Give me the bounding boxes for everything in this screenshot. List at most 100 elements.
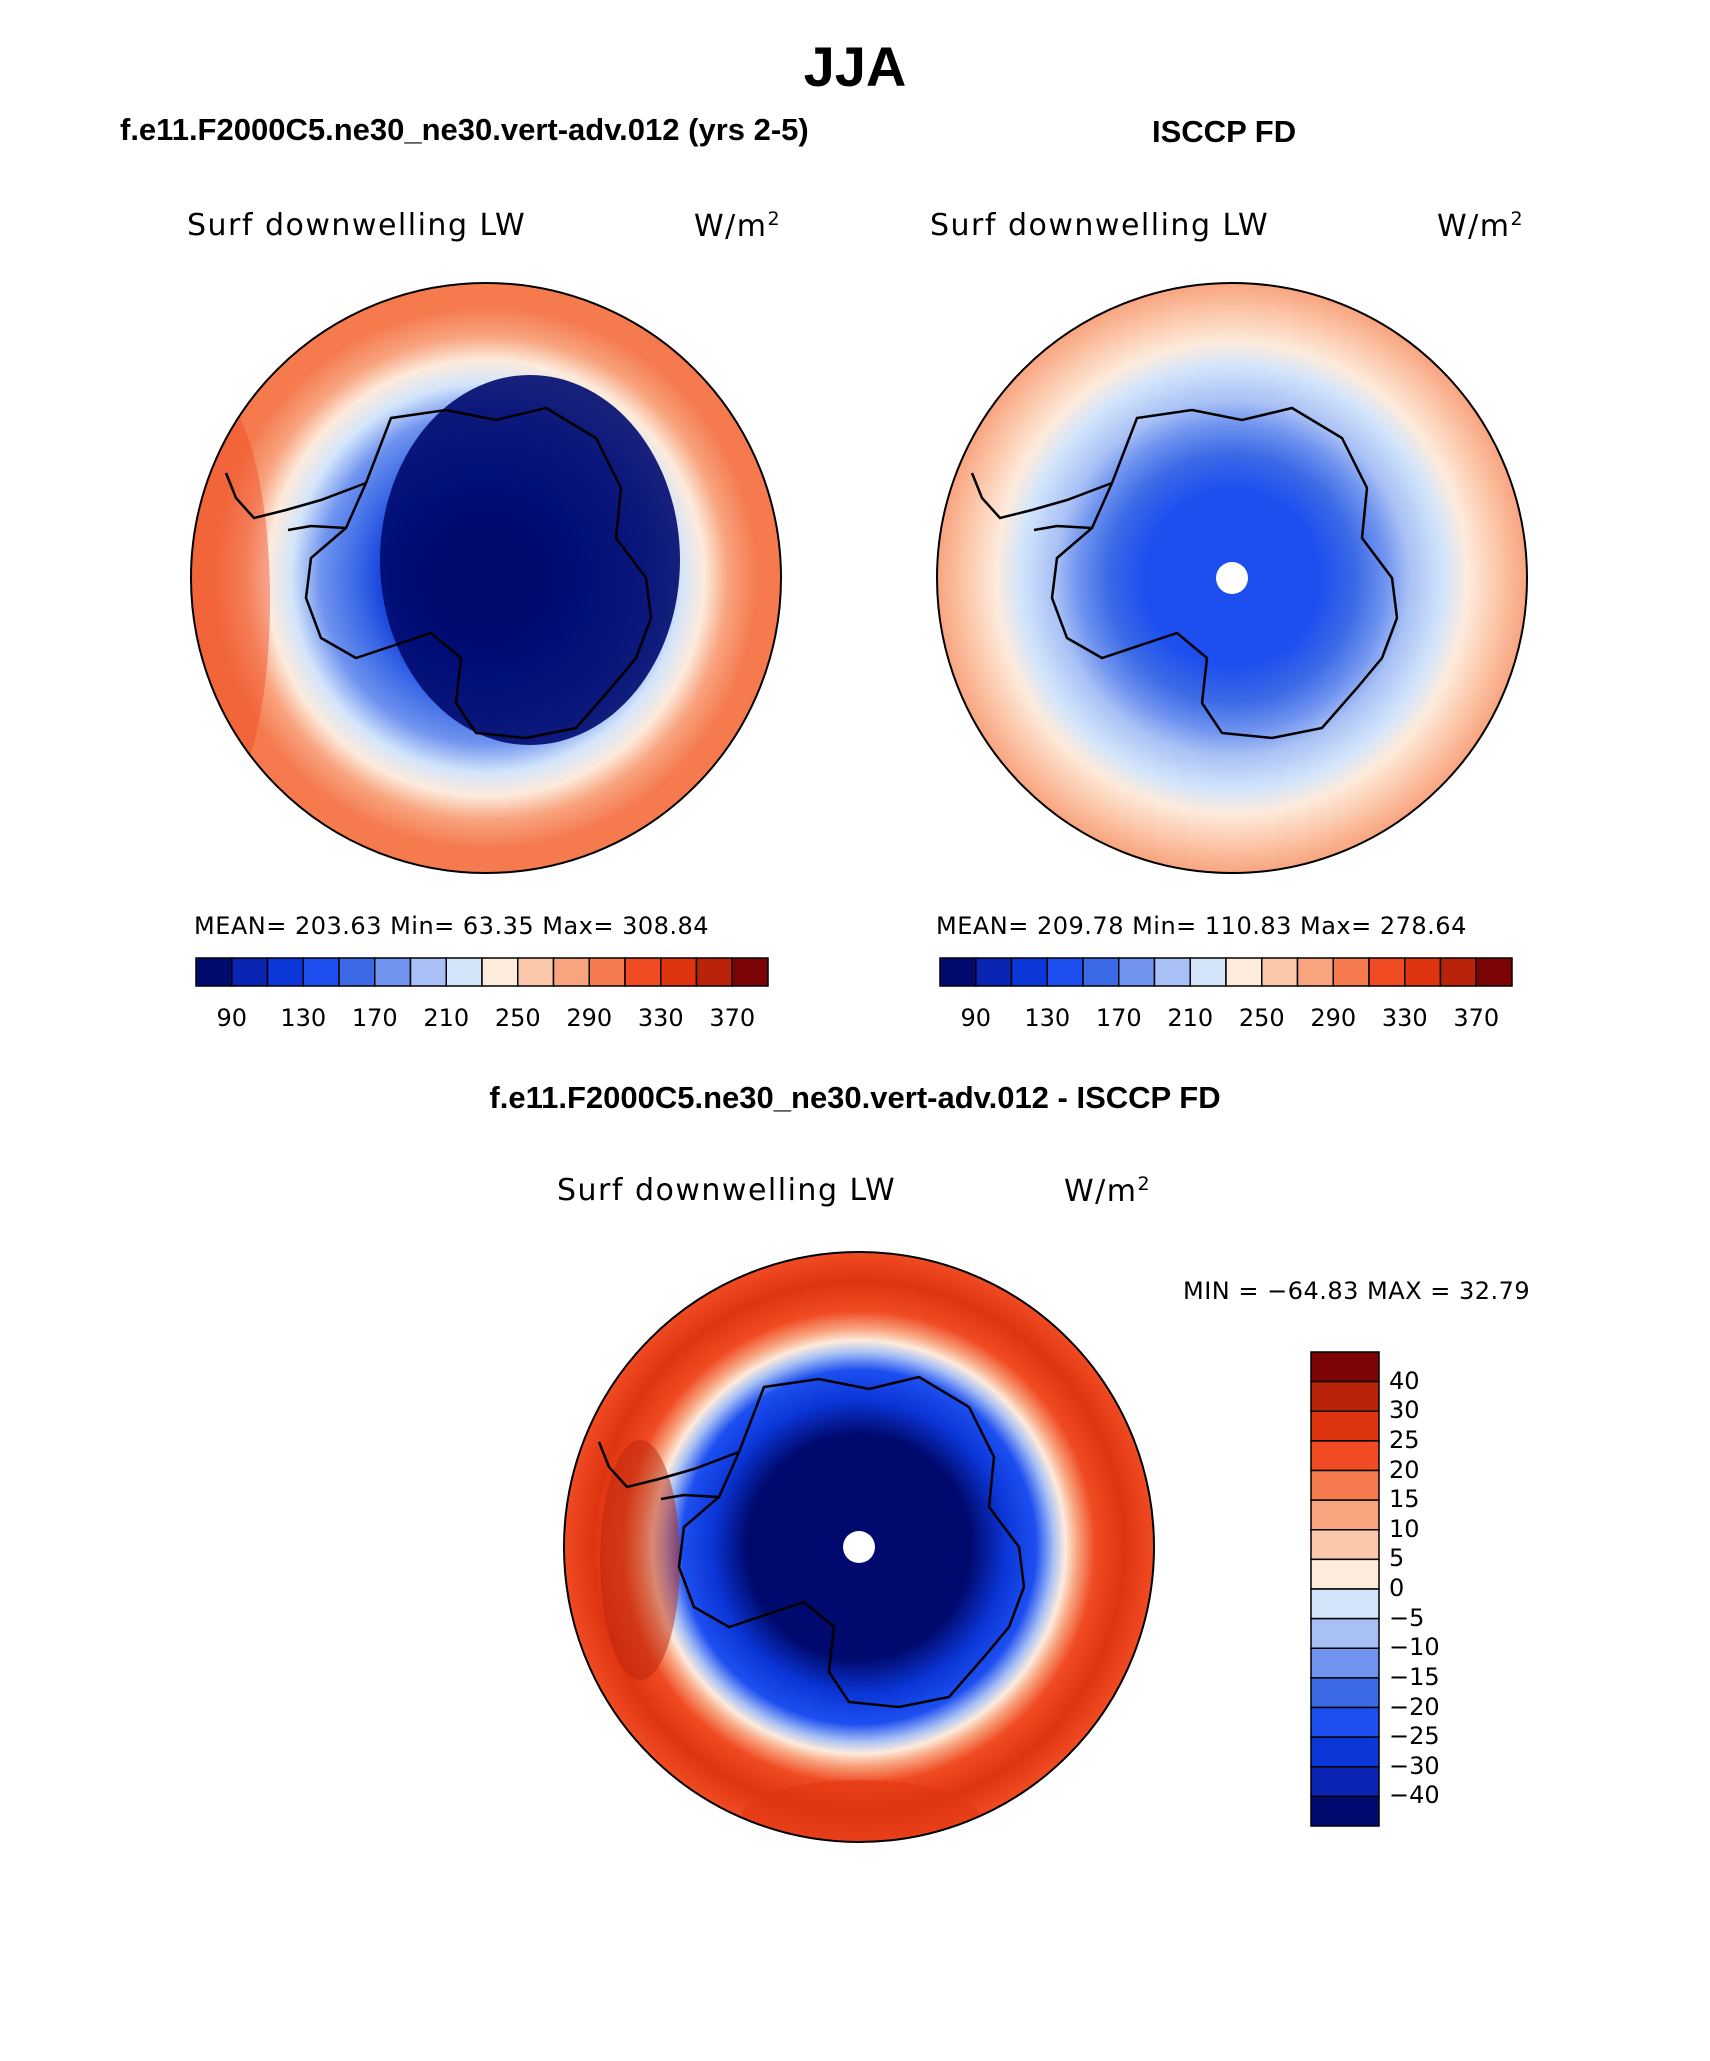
obs-colorbar-box	[1189, 957, 1227, 987]
diff-colorbar-tick-label: 5	[1389, 1544, 1405, 1573]
diff-colorbar-tick-label: 0	[1389, 1574, 1405, 1602]
diff-colorbar-tick-label: 10	[1389, 1514, 1420, 1543]
diff-colorbar-tick-label: 15	[1389, 1485, 1420, 1514]
obs-colorbar-box	[1046, 957, 1084, 987]
diff-stats: MIN = −64.83 MAX = 32.79	[1183, 1277, 1531, 1305]
model-colorbar-box	[552, 957, 590, 987]
diff-colorbar-box	[1310, 1529, 1380, 1561]
model-colorbar	[195, 957, 769, 987]
model-colorbar-tick-label: 170	[351, 1004, 398, 1032]
model-colorbar-tick-label: 290	[566, 1004, 613, 1032]
model-colorbar-box	[231, 957, 269, 987]
model-colorbar-box	[374, 957, 412, 987]
diff-variable-label: Surf downwelling LW	[557, 1173, 897, 1208]
obs-colorbar-tick-label: 250	[1238, 1004, 1285, 1032]
model-colorbar-box	[338, 957, 376, 987]
obs-colorbar-tick-label: 170	[1095, 1004, 1142, 1032]
obs-colorbar-box	[1010, 957, 1048, 987]
diff-colorbar-box	[1310, 1647, 1380, 1679]
obs-colorbar-box	[1118, 957, 1156, 987]
obs-colorbar-box	[1475, 957, 1513, 987]
obs-colorbar-box	[1439, 957, 1477, 987]
diff-colorbar-box	[1310, 1351, 1380, 1383]
model-variable-label: Surf downwelling LW	[187, 208, 527, 243]
model-colorbar-box	[588, 957, 626, 987]
diff-colorbar-tick-label: −20	[1389, 1692, 1440, 1721]
model-colorbar-box	[266, 957, 304, 987]
diff-colorbar-tick-label: −10	[1389, 1633, 1440, 1662]
model-colorbar-tick-label: 250	[494, 1004, 541, 1032]
diff-colorbar-tick-label: 30	[1389, 1396, 1420, 1425]
diff-colorbar-box	[1310, 1677, 1380, 1709]
diff-colorbar-box	[1310, 1795, 1380, 1827]
model-units-label: W/m2	[694, 208, 781, 244]
model-stats: MEAN= 203.63 Min= 63.35 Max= 308.84	[194, 912, 710, 940]
model-colorbar-box	[302, 957, 340, 987]
model-polar-map	[190, 282, 782, 874]
obs-colorbar-box	[1082, 957, 1120, 987]
obs-colorbar-box	[1368, 957, 1406, 987]
obs-units-exponent: 2	[1510, 208, 1525, 230]
obs-colorbar-tick-label: 330	[1381, 1004, 1428, 1032]
obs-colorbar-box	[939, 957, 977, 987]
model-colorbar-tick-label: 210	[423, 1004, 470, 1032]
obs-colorbar-tick-label: 290	[1310, 1004, 1357, 1032]
obs-variable-label: Surf downwelling LW	[930, 208, 1270, 243]
obs-colorbar-box	[975, 957, 1013, 987]
diff-colorbar-box	[1310, 1736, 1380, 1768]
model-colorbar-box	[195, 957, 233, 987]
figure-title: JJA	[803, 35, 907, 98]
obs-colorbar	[939, 957, 1513, 987]
diff-units-label: W/m2	[1064, 1173, 1151, 1209]
model-colorbar-box	[481, 957, 519, 987]
model-panel-title: f.e11.F2000C5.ne30_ne30.vert-adv.012 (yr…	[120, 112, 809, 147]
obs-colorbar-tick-label: 210	[1167, 1004, 1214, 1032]
diff-colorbar-tick-label: 25	[1389, 1425, 1420, 1454]
diff-polar-map	[563, 1251, 1155, 1843]
obs-colorbar-box	[1404, 957, 1442, 987]
model-colorbar-box	[409, 957, 447, 987]
diff-colorbar-box	[1310, 1588, 1380, 1620]
model-units-text: W/m	[694, 209, 768, 244]
diff-colorbar-tick-label: 40	[1389, 1366, 1420, 1395]
model-colorbar-box	[731, 957, 769, 987]
obs-stats: MEAN= 209.78 Min= 110.83 Max= 278.64	[936, 912, 1467, 940]
model-units-exponent: 2	[767, 208, 782, 230]
model-colorbar-box	[624, 957, 662, 987]
obs-colorbar-box	[1296, 957, 1334, 987]
model-colorbar-box	[660, 957, 698, 987]
diff-units-text: W/m	[1064, 1174, 1138, 1209]
model-colorbar-tick-label: 370	[709, 1004, 756, 1032]
diff-colorbar-box	[1310, 1469, 1380, 1501]
diff-colorbar-box	[1310, 1410, 1380, 1442]
obs-colorbar-box	[1153, 957, 1191, 987]
model-colorbar-box	[695, 957, 733, 987]
obs-polar-map	[936, 282, 1528, 874]
diff-colorbar	[1310, 1351, 1380, 1827]
obs-units-label: W/m2	[1437, 208, 1524, 244]
obs-colorbar-box	[1225, 957, 1263, 987]
diff-colorbar-box	[1310, 1766, 1380, 1798]
obs-colorbar-box	[1332, 957, 1370, 987]
obs-panel-title: ISCCP FD	[1152, 114, 1297, 149]
diff-units-exponent: 2	[1137, 1173, 1152, 1195]
diff-colorbar-tick-label: −25	[1389, 1722, 1440, 1751]
diff-colorbar-box	[1310, 1617, 1380, 1649]
diff-colorbar-box	[1310, 1440, 1380, 1472]
diff-colorbar-box	[1310, 1558, 1380, 1590]
obs-colorbar-box	[1261, 957, 1299, 987]
obs-units-text: W/m	[1437, 209, 1511, 244]
diff-colorbar-tick-label: −40	[1389, 1781, 1440, 1810]
model-colorbar-box	[517, 957, 555, 987]
diff-colorbar-tick-label: −30	[1389, 1751, 1440, 1780]
model-colorbar-tick-label: 330	[637, 1004, 684, 1032]
obs-pole-hole	[1216, 562, 1248, 594]
obs-colorbar-tick-label: 130	[1024, 1004, 1071, 1032]
diff-colorbar-tick-label: −5	[1389, 1603, 1425, 1632]
diff-panel-title: f.e11.F2000C5.ne30_ne30.vert-adv.012 - I…	[489, 1080, 1221, 1115]
model-colorbar-box	[445, 957, 483, 987]
obs-colorbar-tick-label: 90	[960, 1004, 992, 1032]
diff-colorbar-tick-label: 20	[1389, 1455, 1420, 1484]
diff-colorbar-box	[1310, 1499, 1380, 1531]
